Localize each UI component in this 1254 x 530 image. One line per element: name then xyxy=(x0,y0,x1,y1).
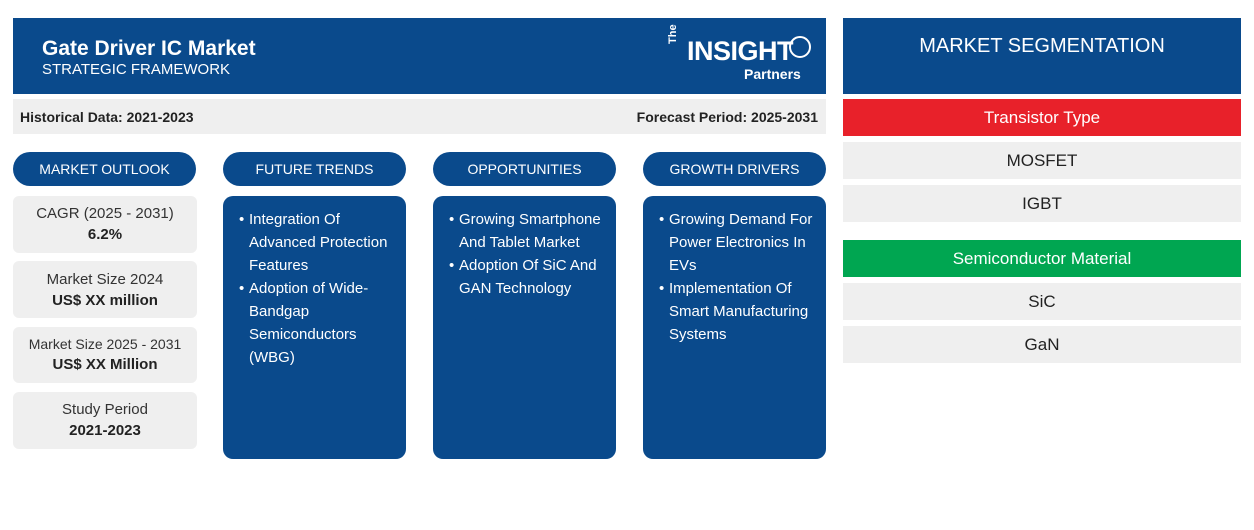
stat-label: Study Period xyxy=(62,401,148,418)
stat-label: Market Size 2024 xyxy=(46,271,164,288)
logo-ring-icon xyxy=(789,36,811,58)
stat-value: 2021-2023 xyxy=(69,422,141,439)
segment-item: SiC xyxy=(843,283,1241,320)
list-item: Growing Demand For Power Electronics In … xyxy=(659,208,816,277)
logo-the-text: The xyxy=(667,24,679,44)
segment-category-semiconductor-material: Semiconductor Material xyxy=(843,240,1241,277)
stat-label: CAGR (2025 - 2031) xyxy=(36,205,174,222)
stat-value: US$ XX Million xyxy=(52,356,158,373)
future-trends-heading: FUTURE TRENDS xyxy=(223,152,406,186)
opportunities-heading: OPPORTUNITIES xyxy=(433,152,616,186)
opportunities-box: Growing Smartphone And Tablet Market Ado… xyxy=(433,196,616,459)
opportunities-list: Growing Smartphone And Tablet Market Ado… xyxy=(449,208,606,300)
segmentation-heading: MARKET SEGMENTATION xyxy=(843,18,1241,94)
page-subtitle: STRATEGIC FRAMEWORK xyxy=(42,61,231,78)
stat-card-cagr: CAGR (2025 - 2031) 6.2% xyxy=(13,196,197,253)
logo-partners-text: Partners xyxy=(744,66,801,82)
list-item: Implementation Of Smart Manufacturing Sy… xyxy=(659,277,816,346)
list-item: Adoption of Wide-Bandgap Semiconductors … xyxy=(239,277,396,369)
stat-card-market-size-forecast: Market Size 2025 - 2031 US$ XX Million xyxy=(13,327,197,383)
growth-drivers-box: Growing Demand For Power Electronics In … xyxy=(643,196,826,459)
insight-partners-logo: The INSIGHT Partners xyxy=(663,24,813,84)
growth-drivers-list: Growing Demand For Power Electronics In … xyxy=(659,208,816,346)
list-item: Adoption Of SiC And GAN Technology xyxy=(449,254,606,300)
list-item: Integration Of Advanced Protection Featu… xyxy=(239,208,396,277)
header-banner: Gate Driver IC Market STRATEGIC FRAMEWOR… xyxy=(13,18,826,94)
list-item: Growing Smartphone And Tablet Market xyxy=(449,208,606,254)
segment-item: GaN xyxy=(843,326,1241,363)
stat-card-market-size-2024: Market Size 2024 US$ XX million xyxy=(13,261,197,318)
future-trends-box: Integration Of Advanced Protection Featu… xyxy=(223,196,406,459)
stat-label: Market Size 2025 - 2031 xyxy=(28,336,182,352)
period-bar: Historical Data: 2021-2023 Forecast Peri… xyxy=(13,99,826,134)
future-trends-list: Integration Of Advanced Protection Featu… xyxy=(239,208,396,369)
stat-value: US$ XX million xyxy=(52,292,158,309)
page-title: Gate Driver IC Market xyxy=(42,37,256,60)
segment-item: MOSFET xyxy=(843,142,1241,179)
logo-insight-text: INSIGHT xyxy=(687,36,794,66)
stat-value: 6.2% xyxy=(87,226,123,243)
historical-data: Historical Data: 2021-2023 xyxy=(20,109,194,125)
growth-drivers-heading: GROWTH DRIVERS xyxy=(643,152,826,186)
forecast-period: Forecast Period: 2025-2031 xyxy=(636,109,818,125)
market-outlook-heading: MARKET OUTLOOK xyxy=(13,152,196,186)
segment-category-transistor-type: Transistor Type xyxy=(843,99,1241,136)
segment-item: IGBT xyxy=(843,185,1241,222)
stat-card-study-period: Study Period 2021-2023 xyxy=(13,392,197,449)
